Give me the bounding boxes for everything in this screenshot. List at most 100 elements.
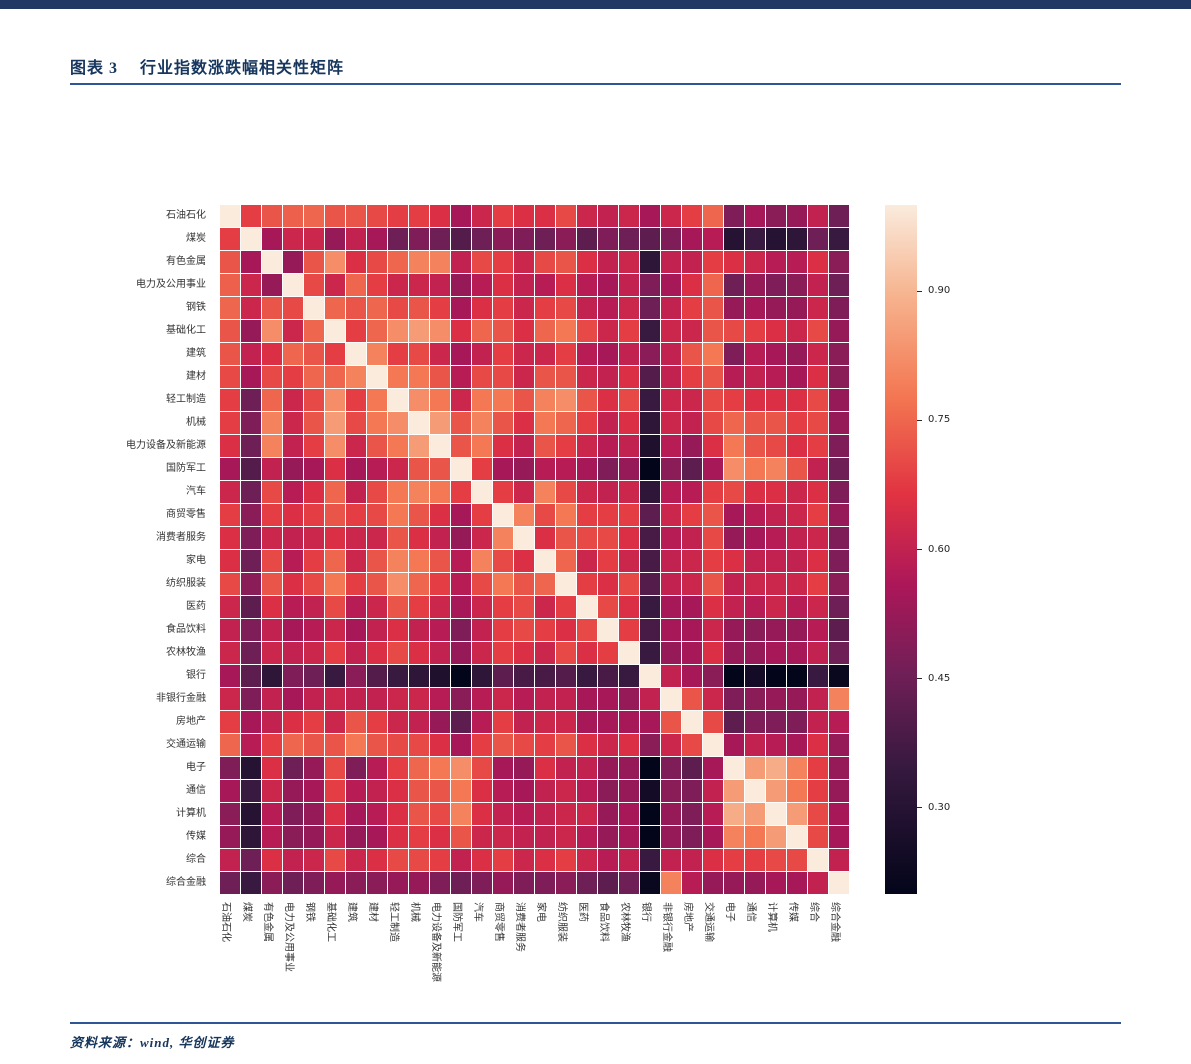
heatmap-cell	[304, 619, 324, 641]
heatmap-cell	[682, 412, 702, 434]
heatmap-cell	[514, 389, 534, 411]
heatmap-cell	[346, 872, 366, 894]
heatmap-cell	[262, 665, 282, 687]
heatmap-cell	[304, 757, 324, 779]
heatmap-cell	[787, 297, 807, 319]
heatmap-cell	[493, 803, 513, 825]
heatmap-cell	[283, 573, 303, 595]
heatmap-cell	[724, 780, 744, 802]
x-tick-label: 食品饮料	[598, 902, 609, 942]
heatmap-cell	[598, 619, 618, 641]
heatmap-cell	[241, 642, 261, 664]
heatmap-cell	[388, 550, 408, 572]
heatmap-cell	[283, 642, 303, 664]
divider-top	[70, 83, 1121, 85]
x-tick-label: 银行	[640, 902, 651, 922]
heatmap-cell	[724, 826, 744, 848]
heatmap-cell	[598, 205, 618, 227]
heatmap-cell	[241, 803, 261, 825]
heatmap-cell	[346, 688, 366, 710]
heatmap-cell	[220, 596, 240, 618]
heatmap-cell	[262, 205, 282, 227]
heatmap-cell	[703, 642, 723, 664]
heatmap-cell	[577, 642, 597, 664]
heatmap-cell	[535, 274, 555, 296]
heatmap-cell	[493, 205, 513, 227]
top-accent-bar	[0, 0, 1191, 9]
heatmap-cell	[640, 412, 660, 434]
heatmap-cell	[283, 780, 303, 802]
heatmap-cell	[493, 274, 513, 296]
heatmap-cell	[304, 458, 324, 480]
heatmap-cell	[325, 435, 345, 457]
heatmap-cell	[514, 872, 534, 894]
heatmap-cell	[430, 872, 450, 894]
heatmap-cell	[367, 343, 387, 365]
x-tick-label: 建筑	[346, 902, 357, 922]
heatmap-cell	[682, 481, 702, 503]
heatmap-cell	[619, 757, 639, 779]
heatmap-cell	[325, 872, 345, 894]
heatmap-cell	[514, 412, 534, 434]
heatmap-cell	[367, 435, 387, 457]
heatmap-cell	[766, 458, 786, 480]
heatmap-cell	[367, 527, 387, 549]
heatmap-cell	[262, 527, 282, 549]
heatmap-cell	[598, 757, 618, 779]
heatmap-cell	[829, 481, 849, 503]
heatmap-cell	[703, 803, 723, 825]
heatmap-cell	[556, 320, 576, 342]
heatmap-cell	[556, 780, 576, 802]
heatmap-cell	[535, 665, 555, 687]
heatmap-cell	[283, 435, 303, 457]
heatmap-cell	[430, 803, 450, 825]
heatmap-cell	[808, 297, 828, 319]
heatmap-cell	[493, 343, 513, 365]
heatmap-cell	[808, 527, 828, 549]
heatmap-cell	[430, 228, 450, 250]
y-tick-label: 基础化工	[166, 325, 206, 336]
heatmap-cell	[262, 504, 282, 526]
heatmap-cell	[388, 205, 408, 227]
heatmap-cell	[766, 734, 786, 756]
heatmap-cell	[598, 412, 618, 434]
heatmap-cell	[535, 826, 555, 848]
heatmap-cell	[724, 734, 744, 756]
heatmap-cell	[262, 297, 282, 319]
heatmap-cell	[556, 826, 576, 848]
heatmap-cell	[619, 711, 639, 733]
heatmap-cell	[787, 803, 807, 825]
heatmap-cell	[325, 251, 345, 273]
colorbar-tick-label: 0.60	[928, 543, 951, 555]
heatmap-cell	[346, 757, 366, 779]
heatmap-cell	[724, 550, 744, 572]
heatmap-cell	[598, 688, 618, 710]
heatmap-cell	[472, 688, 492, 710]
heatmap-cell	[472, 642, 492, 664]
heatmap-cell	[409, 412, 429, 434]
x-tick-label: 家电	[535, 902, 546, 922]
heatmap-cell	[430, 573, 450, 595]
heatmap-cell	[220, 757, 240, 779]
heatmap-cell	[577, 872, 597, 894]
heatmap-cell	[514, 228, 534, 250]
heatmap-cell	[346, 251, 366, 273]
heatmap-cell	[598, 849, 618, 871]
heatmap-cell	[241, 734, 261, 756]
heatmap-cell	[745, 481, 765, 503]
heatmap-cell	[808, 251, 828, 273]
heatmap-cell	[493, 550, 513, 572]
heatmap-cell	[241, 849, 261, 871]
heatmap-cell	[703, 711, 723, 733]
heatmap-cell	[514, 780, 534, 802]
heatmap-cell	[619, 642, 639, 664]
heatmap-cell	[829, 688, 849, 710]
heatmap-cell	[556, 642, 576, 664]
heatmap-cell	[577, 389, 597, 411]
heatmap-cell	[367, 780, 387, 802]
heatmap-cell	[703, 412, 723, 434]
heatmap-cell	[619, 481, 639, 503]
heatmap-cell	[808, 826, 828, 848]
heatmap-cell	[220, 389, 240, 411]
heatmap-cell	[724, 803, 744, 825]
